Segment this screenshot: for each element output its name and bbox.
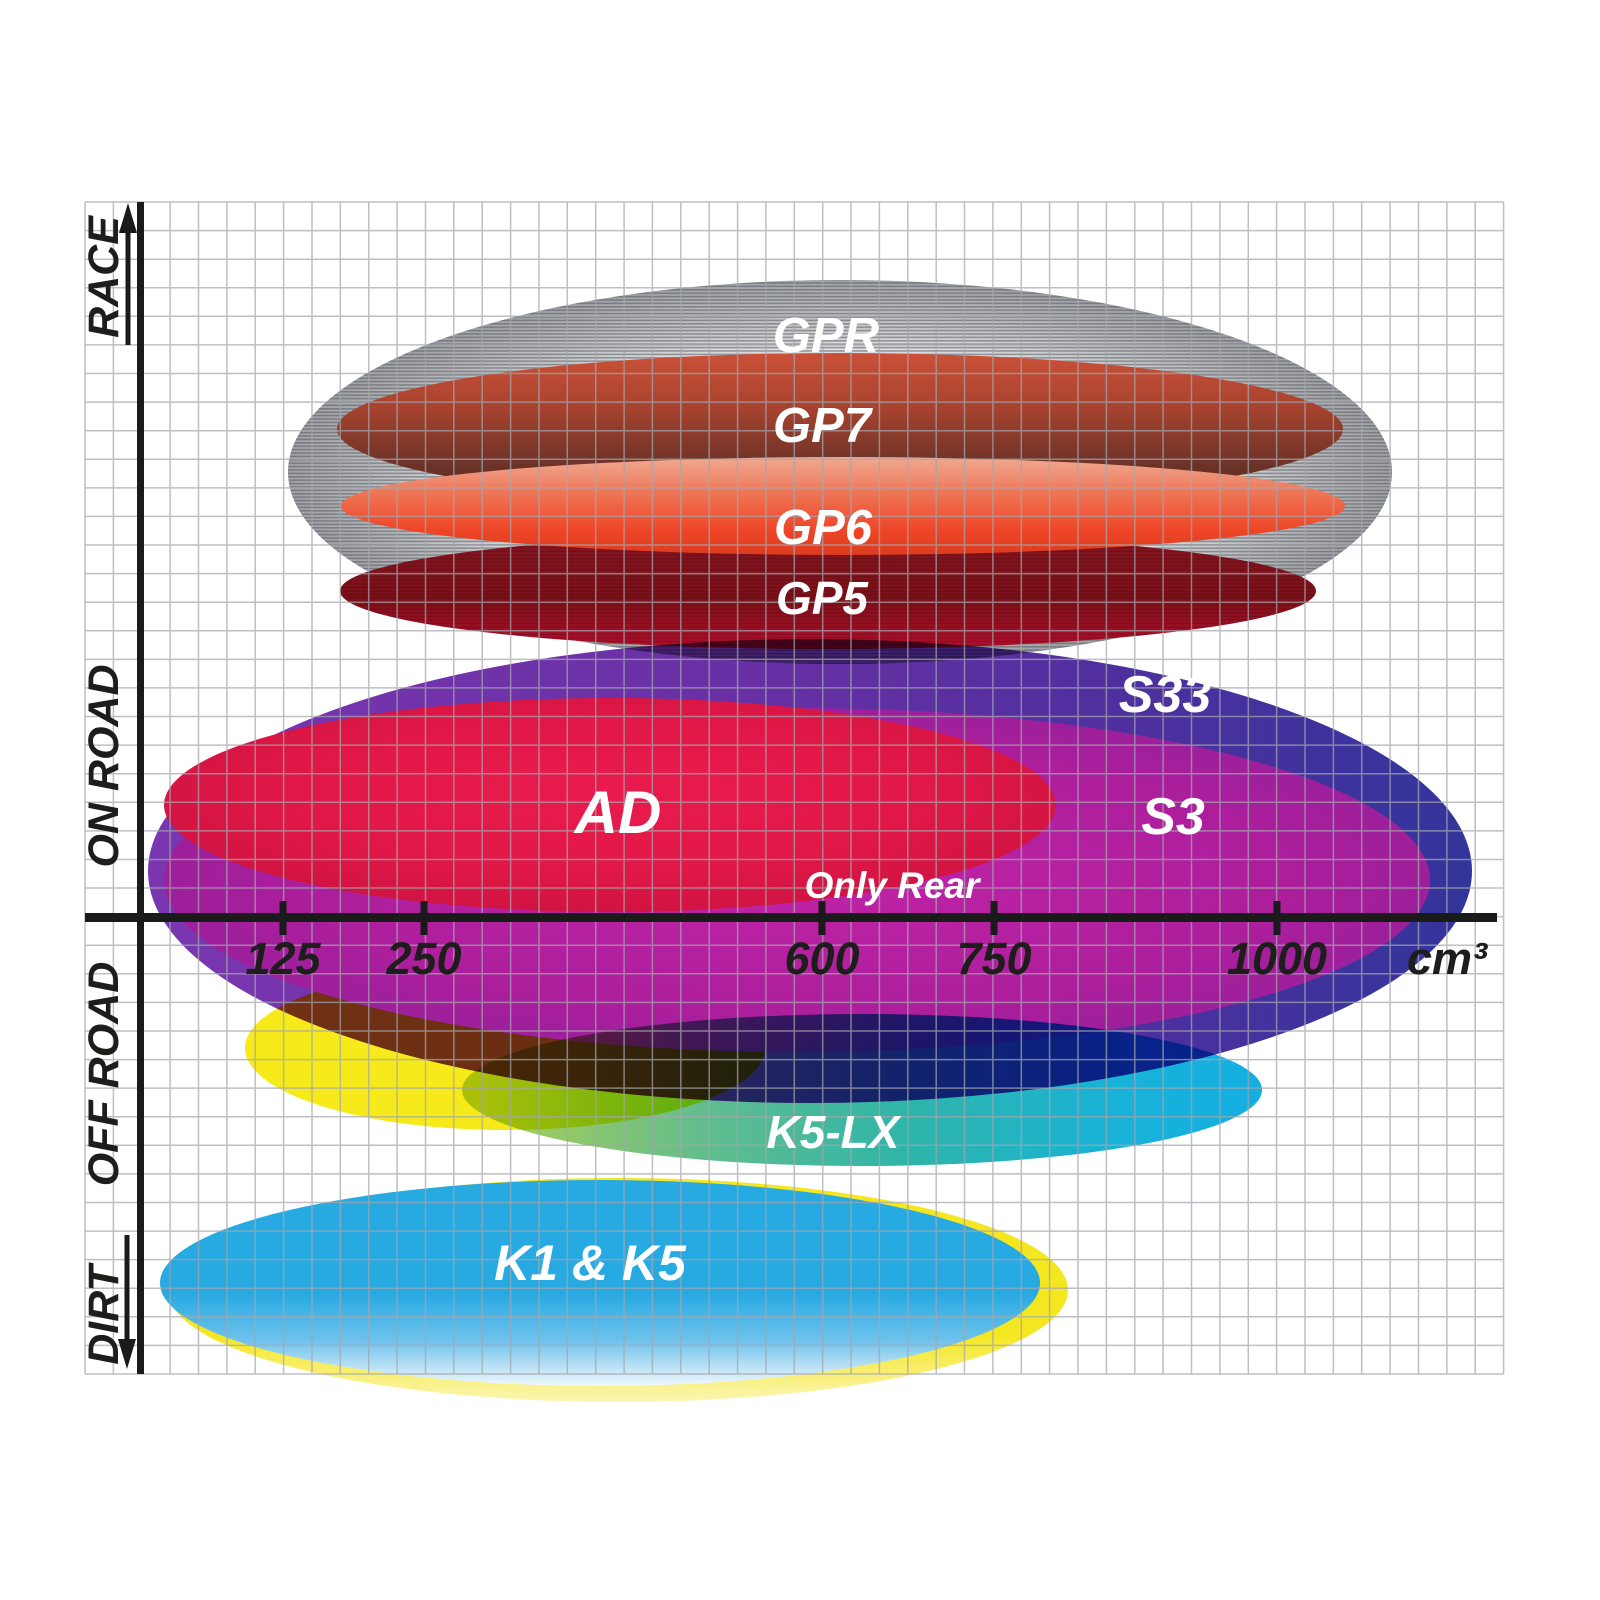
bubble-labels: GPR GP7 GP6 GP5 S33 S3 AD Only Rear K5-L… [494,309,1211,1291]
label-k1-k5: K1 & K5 [494,1235,687,1291]
axis-direction-arrows [118,203,137,1369]
x-axis-tick [818,901,826,935]
x-axis-tick [990,901,998,935]
x-axis-tick [279,901,287,935]
y-axis-line [137,202,144,1374]
y-label-off-road: OFF ROAD [80,962,128,1187]
bubble-k5-lx [462,1014,1262,1166]
x-axis-tick [420,901,428,935]
tick-label-750: 750 [956,933,1031,984]
grid-lines [84,201,1505,1375]
tick-label-1000: 1000 [1227,933,1327,984]
label-gp5: GP5 [776,572,869,624]
x-axis-tick [1273,901,1281,935]
x-axis-unit-label: cm³ [1407,933,1488,984]
tick-label-250: 250 [385,933,461,984]
label-gpr: GPR [773,309,880,363]
tick-label-125: 125 [245,933,321,984]
y-label-dirt: DIRT [80,1261,128,1364]
y-label-on-road: ON ROAD [80,664,128,867]
tick-label-600: 600 [784,933,859,984]
label-k5-lx: K5-LX [767,1106,902,1158]
bubble-gp5-hatch [340,533,1316,649]
y-label-race: RACE [80,215,128,338]
label-gp6: GP6 [774,501,873,555]
label-s33: S33 [1119,666,1212,724]
axes [85,202,1497,1374]
label-ad: AD [573,779,662,846]
x-axis-ticks [279,901,1281,935]
y-axis-category-labels: RACE ON ROAD OFF ROAD DIRT [80,215,128,1365]
x-axis-tick-labels: 125 250 600 750 1000 cm³ [245,933,1488,984]
race-up-arrow-icon [119,203,137,233]
label-only-rear: Only Rear [805,865,982,906]
x-axis-line [85,913,1497,922]
label-s3: S3 [1141,788,1205,846]
bubble-ad [164,698,1056,912]
dirt-down-arrow-icon [118,1339,136,1369]
bubble-gp6 [341,457,1345,555]
label-gp7: GP7 [773,399,874,453]
